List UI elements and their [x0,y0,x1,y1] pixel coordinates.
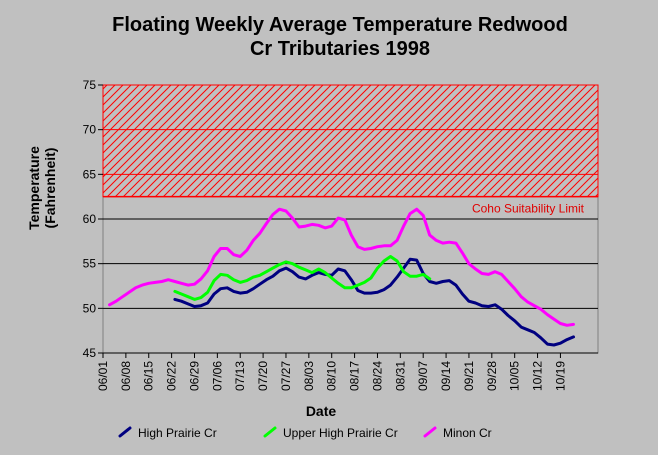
x-tick-label: 06/01 [96,361,110,391]
x-tick-label: 10/12 [531,361,545,391]
legend-swatch [263,426,277,438]
y-tick-label: 75 [83,78,97,92]
x-tick-label: 08/17 [348,361,362,391]
legend-swatch [118,426,132,438]
x-tick-label: 08/24 [370,361,384,391]
x-axis: 06/01 06/08 06/15 06/22 06/29 07/06 07/13 07/20… [96,352,598,391]
x-tick-label: 09/14 [439,361,453,391]
x-tick-label: 07/20 [256,361,270,391]
y-tick-label: 70 [83,123,97,137]
legend-label: High Prairie Cr [138,426,217,440]
x-tick-label: 10/19 [553,361,567,391]
y-axis-title-line2: (Fahrenheit) [42,148,58,229]
gridlines [103,129,598,309]
x-tick-label: 07/06 [210,361,224,391]
chart-title-line2: Cr Tributaries 1998 [250,38,430,60]
x-axis-title: Date [306,403,337,419]
legend-label: Minon Cr [443,426,492,440]
x-tick-label: 06/08 [119,361,133,391]
x-tick-label: 09/07 [416,361,430,391]
x-tick-label: 07/27 [279,361,293,391]
x-tick-label: 08/03 [302,361,316,391]
coho-unsuitable-zone [102,84,599,198]
x-tick-label: 10/05 [508,361,522,391]
chart-title-line1: Floating Weekly Average Temperature Redw… [112,14,568,36]
y-tick-label: 45 [83,346,97,360]
x-tick-label: 08/10 [325,361,339,391]
y-tick-label: 60 [83,212,97,226]
series-line-1 [173,257,575,347]
series-line-2 [173,255,432,301]
coho-suitability-limit-label: Coho Suitability Limit [472,202,585,216]
x-tick-label: 07/13 [233,361,247,391]
legend: High Prairie Cr Upper High Prairie Cr Mino… [118,426,492,440]
y-tick-label: 55 [83,257,97,271]
x-tick-label: 09/28 [485,361,499,391]
y-tick-label: 50 [83,301,97,315]
x-tick-label: 08/31 [393,361,407,391]
legend-label: Upper High Prairie Cr [283,426,398,440]
x-tick-label: 06/22 [165,361,179,391]
y-axis-title-line1: Temperature [26,146,42,230]
series-line-3 [108,207,575,327]
x-tick-label: 06/15 [142,361,156,391]
y-tick-label: 65 [83,167,97,181]
x-tick-label: 09/21 [462,361,476,391]
x-tick-label: 06/29 [187,361,201,391]
legend-swatch [423,426,437,438]
y-axis: 45 50 55 60 65 70 75 [83,78,103,360]
series-lines [108,207,575,347]
